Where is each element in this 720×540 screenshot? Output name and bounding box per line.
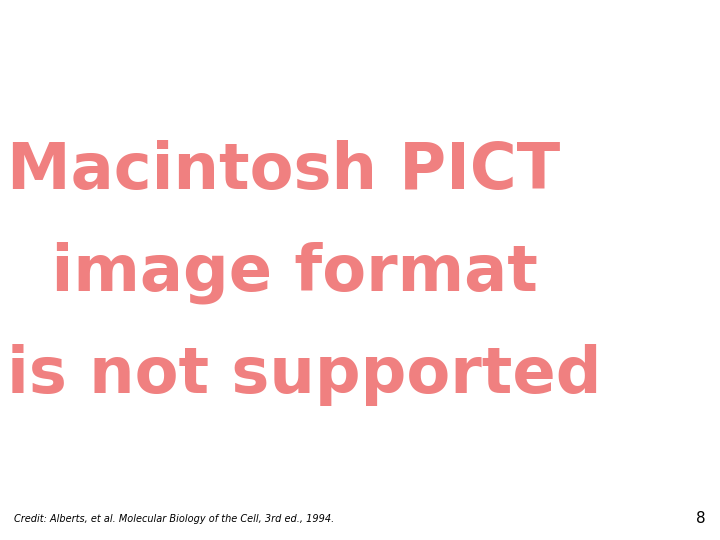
Text: 8: 8 [696,511,706,526]
Text: Cell cycle checkpoints: Cell cycle checkpoints [206,6,514,34]
Text: Credit: Alberts, et al. Molecular Biology of the Cell, 3rd ed., 1994.: Credit: Alberts, et al. Molecular Biolog… [14,514,335,524]
Text: is not supported: is not supported [7,344,602,406]
Text: Macintosh PICT: Macintosh PICT [7,139,560,201]
Text: image format: image format [7,241,538,304]
